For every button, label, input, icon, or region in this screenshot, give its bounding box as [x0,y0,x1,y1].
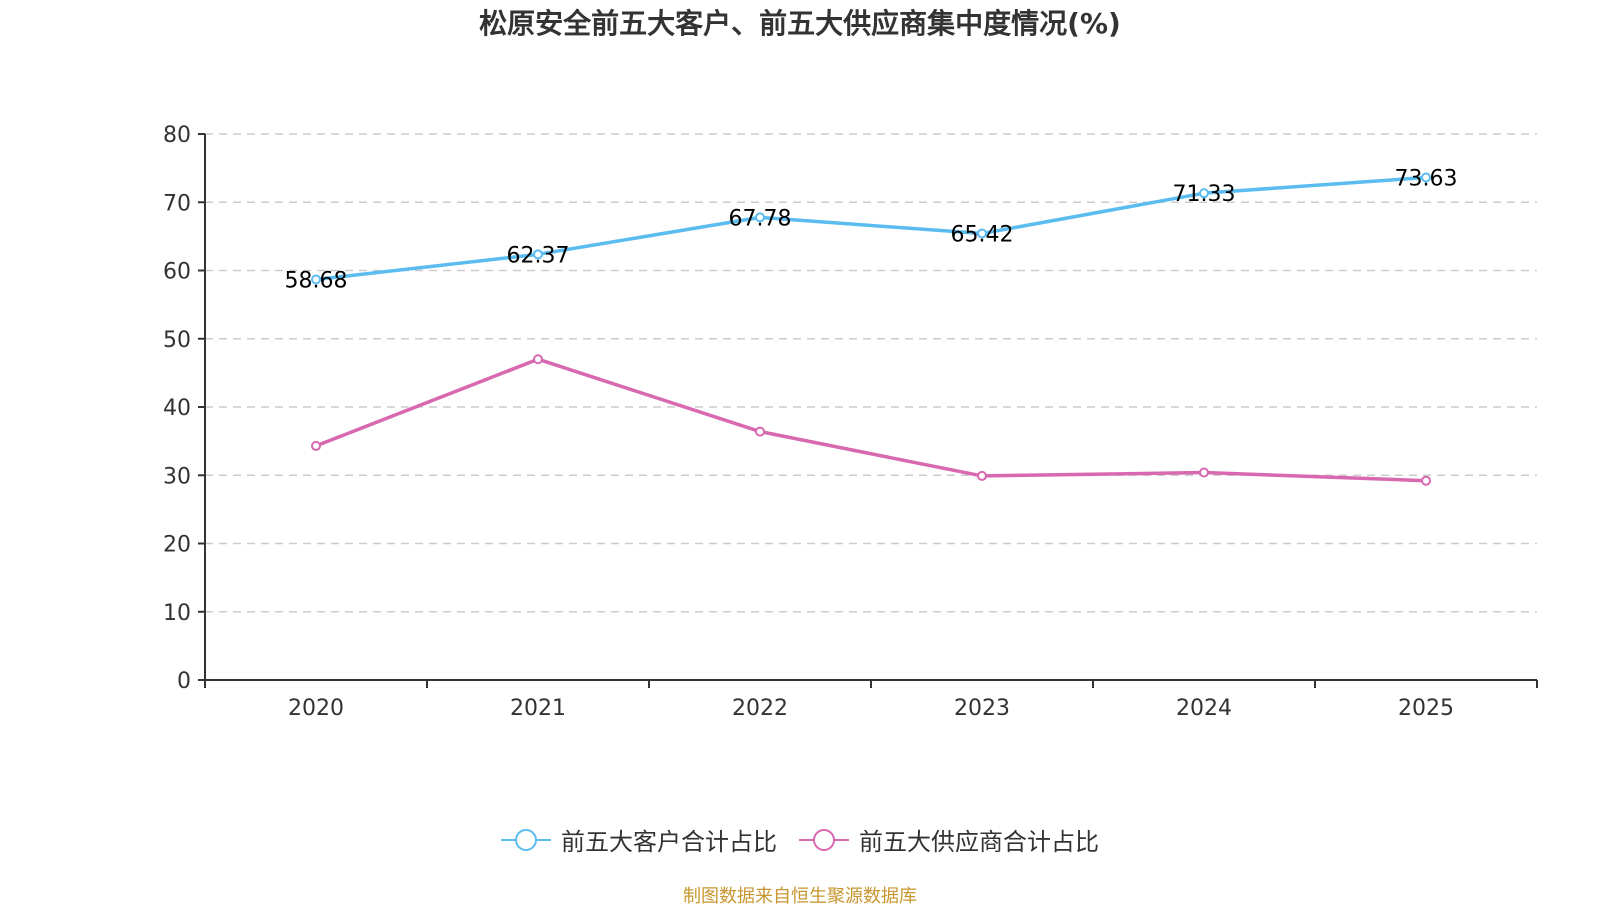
data-label: 73.63 [1395,166,1458,191]
data-point[interactable] [1421,172,1431,183]
data-point[interactable] [755,426,765,437]
y-tick-label: 80 [163,123,191,148]
y-tick-label: 0 [177,669,191,694]
x-tick-label: 2022 [732,696,788,721]
source-note: 制图数据来自恒生聚源数据库 [683,886,917,907]
data-label: 71.33 [1173,182,1236,207]
x-tick-label: 2025 [1398,696,1454,721]
data-point[interactable] [1421,475,1431,486]
y-tick-label: 10 [163,601,191,626]
chart-title: 松原安全前五大客户、前五大供应商集中度情况(%) [479,7,1121,40]
data-point[interactable] [755,212,765,223]
y-tick-label: 40 [163,396,191,421]
gridlines [205,133,1537,613]
x-tick-label: 2021 [510,696,566,721]
data-point[interactable] [977,470,987,481]
axes: 0 10 20 30 40 50 60 70 80 2020 2021 2022 2023 2024 202… [163,123,1538,721]
x-tick-label: 2023 [954,696,1010,721]
data-label: 62.37 [507,243,570,268]
data-point[interactable] [533,249,543,260]
legend-label-customers: 前五大客户合计占比 [561,828,777,856]
data-point[interactable] [977,228,987,239]
series-line-1 [315,357,1427,483]
data-point[interactable] [1199,188,1209,199]
y-tick-label: 60 [163,260,191,285]
legend-item-suppliers[interactable]: 前五大供应商合计占比 [799,822,1099,857]
data-point[interactable] [1199,467,1209,478]
data-labels: 58.68 62.37 67.78 65.42 71.33 73.63 [285,166,1458,293]
data-point[interactable] [533,354,543,365]
series-line-0 [315,175,1427,282]
data-label: 65.42 [951,223,1014,248]
legend-item-customers[interactable]: 前五大客户合计占比 [501,822,777,857]
data-label: 67.78 [729,206,792,231]
legend-marker-suppliers-icon [799,828,849,851]
y-tick-label: 20 [163,533,191,558]
series-lines [311,172,1431,486]
x-tick-label: 2020 [288,696,344,721]
data-label: 58.68 [285,269,348,294]
data-point[interactable] [311,440,321,451]
legend-marker-customers-icon [501,828,551,851]
y-tick-label: 30 [163,464,191,489]
legend-label-suppliers: 前五大供应商合计占比 [859,828,1099,856]
y-tick-label: 50 [163,328,191,353]
y-tick-label: 70 [163,191,191,216]
x-tick-label: 2024 [1176,696,1232,721]
data-point[interactable] [311,274,321,285]
legend: 前五大客户合计占比 前五大供应商合计占比 [0,822,1600,857]
